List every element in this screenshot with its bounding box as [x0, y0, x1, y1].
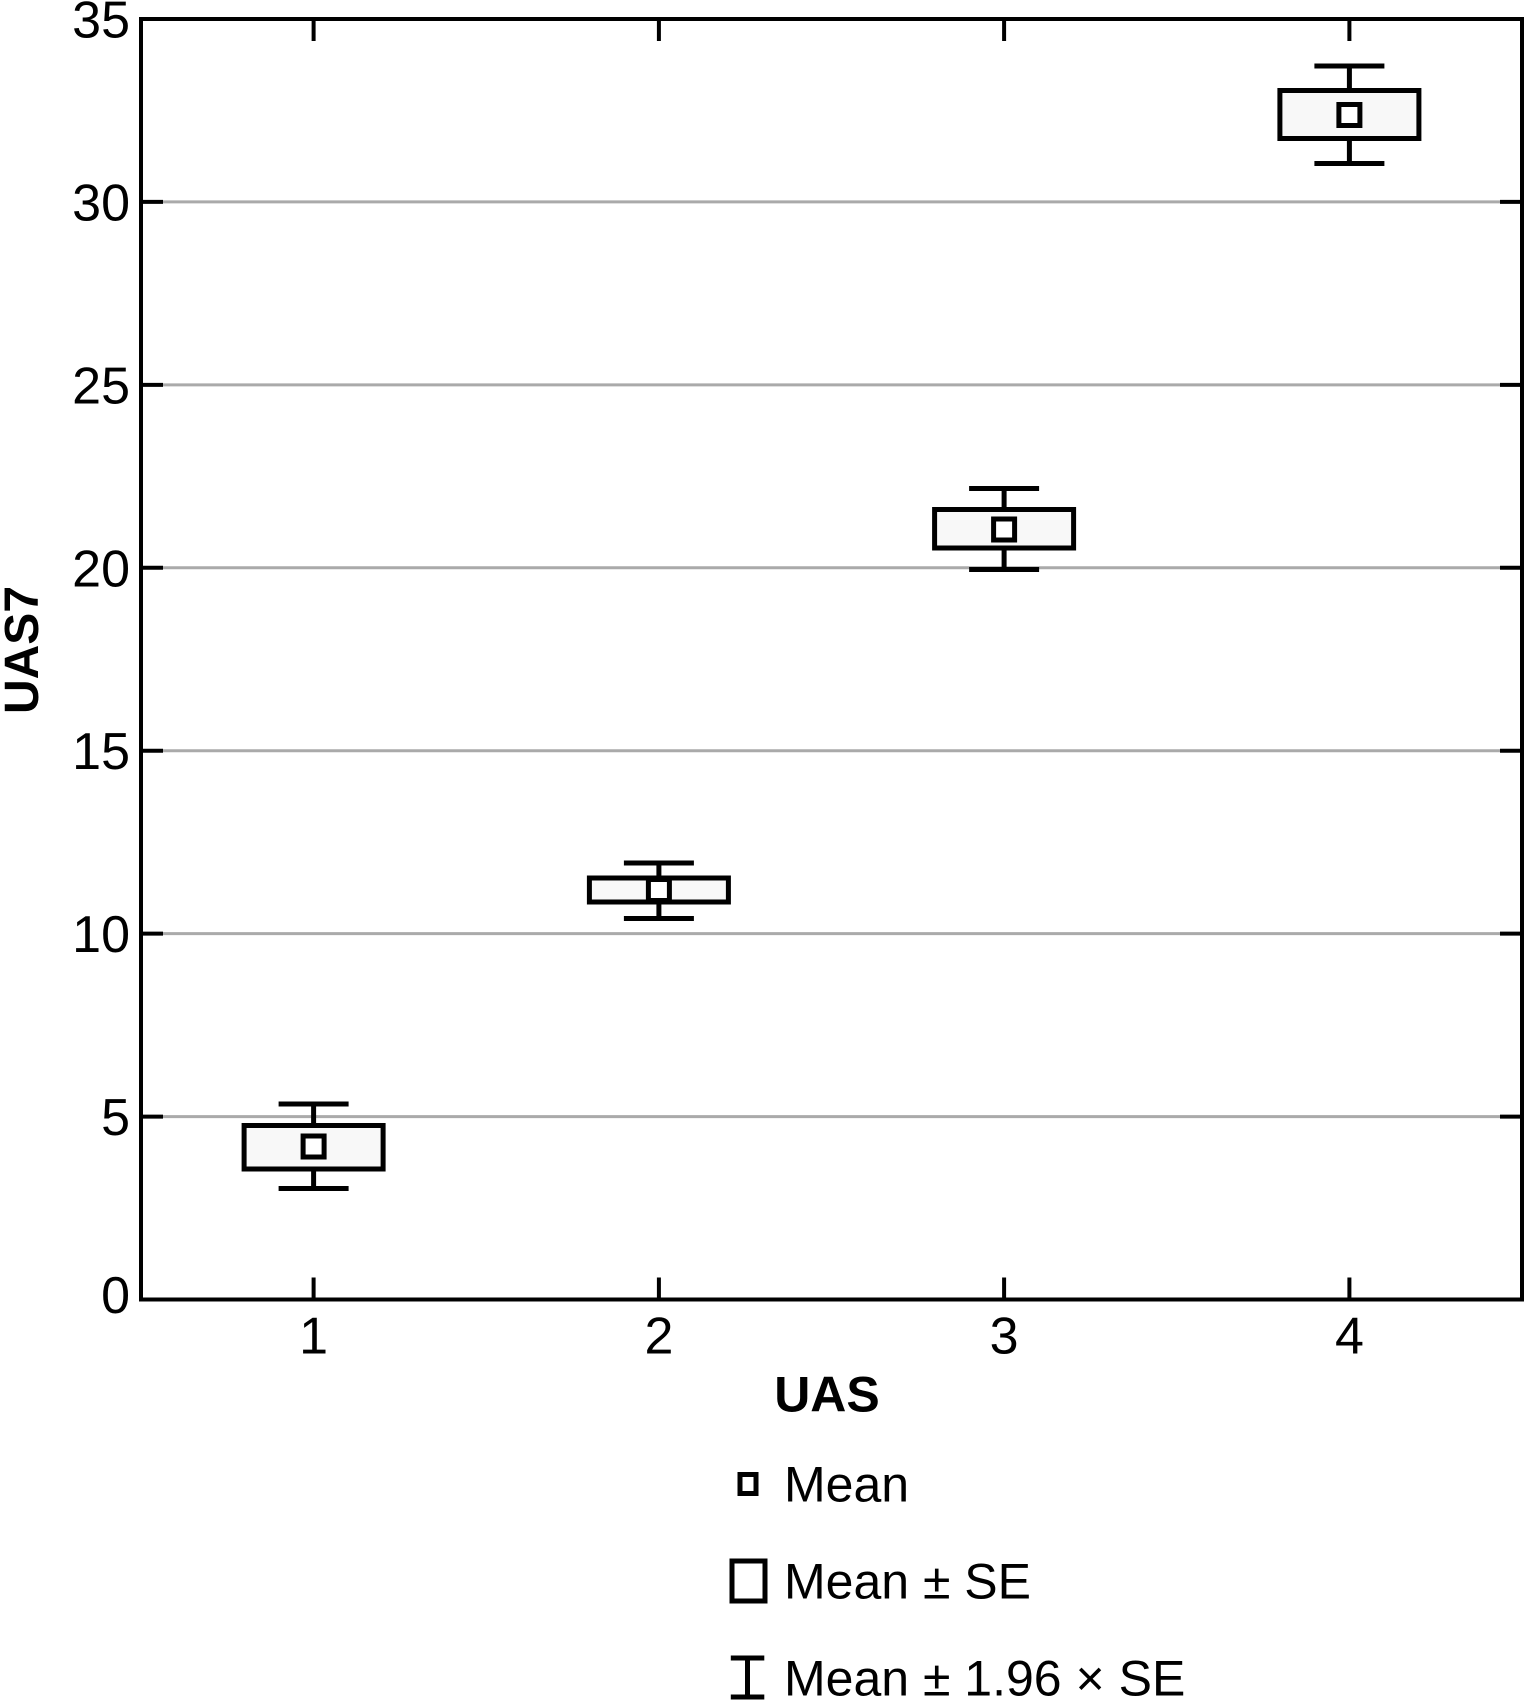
svg-text:35: 35 [72, 0, 130, 50]
svg-text:2: 2 [644, 1308, 673, 1366]
svg-text:4: 4 [1335, 1308, 1364, 1366]
svg-text:UAS7: UAS7 [0, 586, 49, 714]
svg-text:5: 5 [101, 1089, 130, 1147]
svg-text:3: 3 [990, 1308, 1019, 1366]
svg-text:30: 30 [72, 174, 130, 232]
svg-text:25: 25 [72, 357, 130, 415]
svg-text:Mean ± SE: Mean ± SE [784, 1554, 1031, 1610]
svg-text:0: 0 [101, 1267, 130, 1325]
svg-text:1: 1 [299, 1308, 328, 1366]
svg-text:Mean: Mean [784, 1457, 909, 1513]
svg-text:Mean ± 1.96 × SE: Mean ± 1.96 × SE [784, 1651, 1185, 1703]
svg-text:UAS: UAS [774, 1367, 880, 1423]
svg-text:15: 15 [72, 723, 130, 781]
svg-text:20: 20 [72, 540, 130, 598]
svg-text:10: 10 [72, 906, 130, 964]
